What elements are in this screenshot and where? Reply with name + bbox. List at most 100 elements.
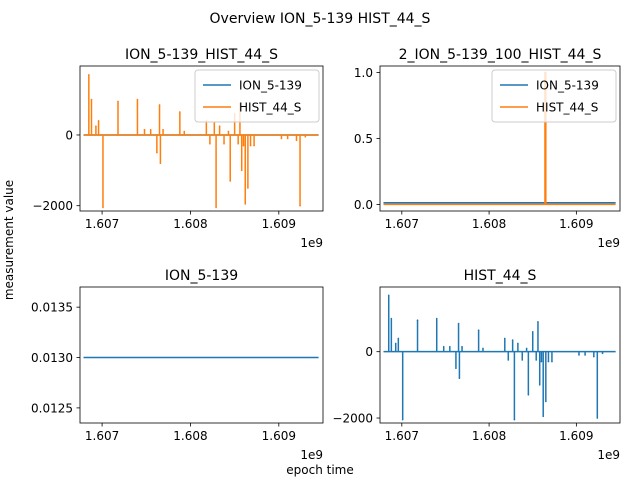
axes-frame [379,286,621,424]
legend-label: ION_5-139 [239,79,302,93]
data-point [136,98,139,101]
data-point [159,162,162,165]
data-point [504,337,506,340]
x-tick-label: 1.608 [472,429,506,443]
data-point [511,339,514,341]
data-point [531,330,534,333]
data-point [547,360,550,363]
data-point [535,359,538,361]
x-tick-label: 1.608 [173,429,207,443]
subplot-title: ION_5-139_HIST_44_S [125,47,278,63]
data-point [537,321,539,323]
data-point [525,347,528,350]
x-tick-label: 1.609 [559,217,593,231]
x-tick-label: 1.609 [262,217,296,231]
data-point [95,125,97,127]
data-point [449,345,451,348]
series-HIST_44_S [383,294,616,421]
data-point [390,317,393,320]
y-tick-label: 1.0 [354,66,373,80]
x-tick-label: 1.609 [262,429,296,443]
data-point [593,355,595,358]
data-point [117,100,119,103]
subplot-3: ION_5-139 1.607 1.608 1.609 1e9 0.0125 0.0130 0… [31,268,324,462]
x-tick-label: 1.609 [559,429,593,443]
y-tick-label: 0.0125 [31,401,73,415]
data-point [457,322,460,325]
data-point [209,143,211,145]
x-offset-label: 1e9 [597,236,620,250]
legend-box [194,69,320,123]
data-point [584,354,586,356]
x-tick-label: 1.607 [385,429,419,443]
data-point [156,151,158,154]
data-point [416,319,419,321]
data-point [223,143,225,145]
subplot-title: ION_5-139 [165,268,238,284]
x-tick-label: 1.608 [472,217,506,231]
x-offset-label: 1e9 [597,448,620,462]
data-point [435,317,438,320]
data-point [162,128,164,131]
figure-title: Overview ION_5-139 HIST_44_S [210,11,431,27]
y-tick-label: −2000 [32,199,73,213]
data-point [229,180,232,182]
data-point [242,144,245,147]
data-point [521,359,524,361]
y-axis-label: measurement value [2,180,16,300]
data-point [247,187,249,189]
subplot-title: 2_ION_5-139_100_HIST_44_S [399,47,602,63]
x-tick-label: 1.607 [85,429,119,443]
data-point [253,144,255,147]
legend-label: HIST_44_S [239,101,301,115]
x-tick-label: 1.607 [385,217,419,231]
data-point [482,347,484,350]
legend-box [491,69,617,123]
data-point [149,128,152,131]
data-point [97,120,100,122]
plot-area [383,294,616,421]
subplot-title: HIST_44_S [464,268,537,284]
data-point [227,130,230,133]
data-point [527,394,530,396]
data-point [102,206,104,209]
y-tick-label: 0 [365,345,373,359]
series-line [383,295,616,420]
subplot-2: 2_ION_5-139_100_HIST_44_S 1.607 1.608 1.609… [354,47,621,250]
data-point [507,359,510,361]
data-point [158,104,161,106]
y-tick-label: 0.0135 [31,301,73,315]
data-point [88,74,90,76]
x-tick-label: 1.608 [173,217,207,231]
subplot-4: HIST_44_S 1.607 1.608 1.609 1e9 −2000 0 [332,268,621,462]
x-offset-label: 1e9 [300,236,323,250]
data-point [299,204,301,207]
legend: ION_5-139 HIST_44_S [194,69,320,123]
data-point [295,139,298,142]
y-tick-label: 0.0130 [31,351,73,365]
subplot-1: ION_5-139_HIST_44_S 1.607 1.608 1.609 1e9 −20… [32,47,324,250]
data-point [218,125,221,127]
data-point [240,169,243,172]
data-point [461,345,463,348]
data-point [90,98,93,101]
data-point [545,400,547,403]
x-axis-label: epoch time [286,463,353,477]
series-line [83,74,319,208]
data-point [455,367,457,370]
data-point [442,345,445,348]
data-point [477,329,480,331]
data-point [596,417,599,419]
axes-frame [79,286,324,424]
data-point [542,415,544,418]
data-point [244,203,247,205]
y-tick-label: −2000 [332,412,373,426]
data-point [237,143,239,145]
y-tick-label: 0.0 [354,198,373,212]
data-point [401,418,404,421]
data-point [183,130,186,133]
data-point [215,206,217,209]
axes-frame [79,65,324,212]
legend: ION_5-139 HIST_44_S [491,69,617,123]
